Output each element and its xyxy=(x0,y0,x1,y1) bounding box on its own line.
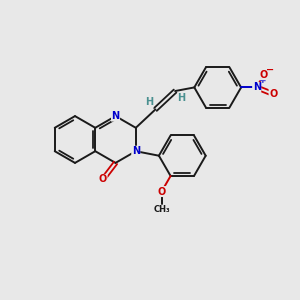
Text: O: O xyxy=(99,174,107,184)
Text: H: H xyxy=(178,93,186,103)
Text: H: H xyxy=(145,98,153,107)
Text: +: + xyxy=(259,76,266,85)
Text: O: O xyxy=(158,187,166,196)
Text: N: N xyxy=(253,82,261,92)
Text: O: O xyxy=(269,89,277,99)
Text: −: − xyxy=(266,64,274,74)
Text: N: N xyxy=(132,146,140,156)
Text: O: O xyxy=(259,70,267,80)
Text: N: N xyxy=(112,111,120,121)
Text: CH₃: CH₃ xyxy=(153,205,170,214)
